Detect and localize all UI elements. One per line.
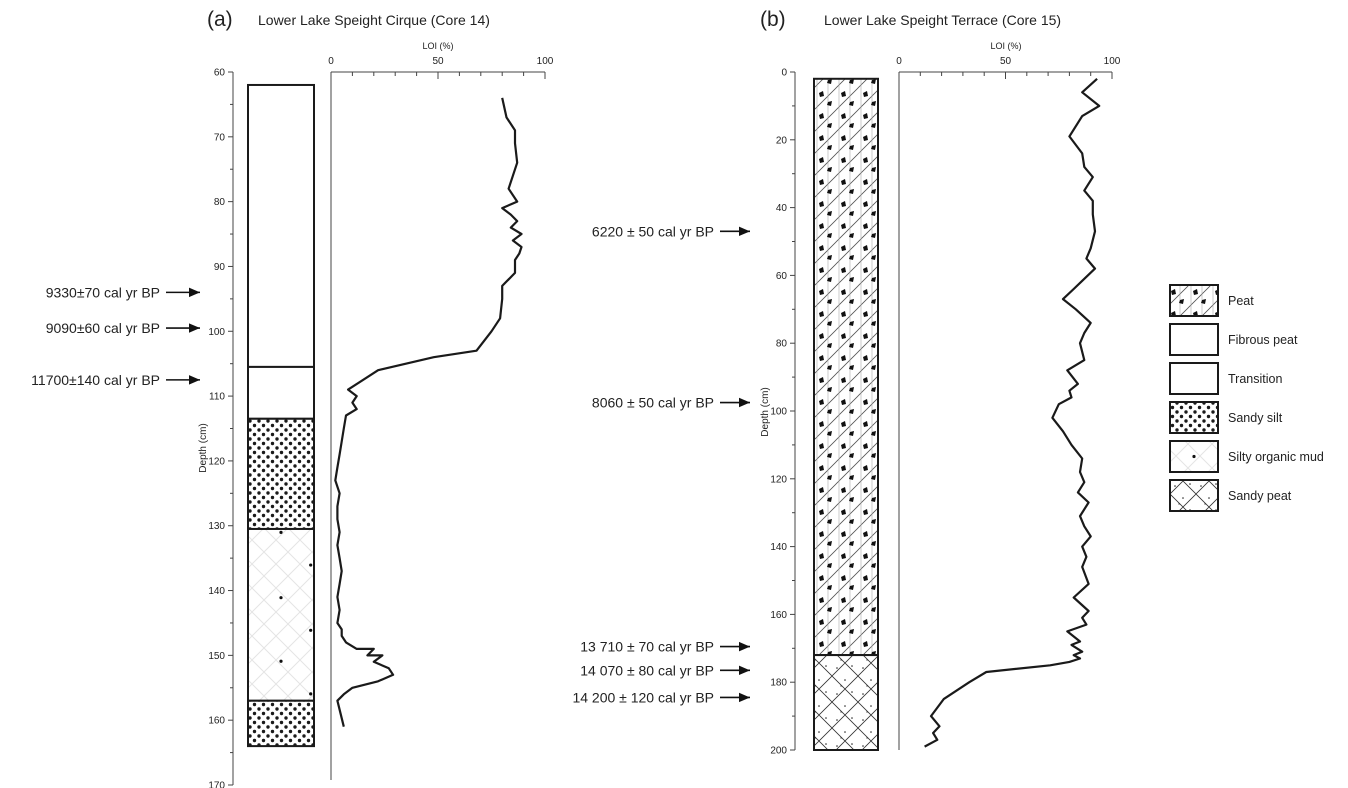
legend-label: Sandy peat [1228,489,1292,503]
panel-b-depth-tick-label: 40 [776,203,788,214]
panel-b-loi-curve [924,77,1101,748]
panel-a-loi-curve [334,97,523,727]
legend-swatch [1169,362,1219,395]
panel-a-unit-silty-organic-mud [247,527,315,702]
panel-a-depth-tick-label: 80 [214,197,226,208]
panel-a-label: (a) [207,8,233,31]
panel-a-depth-tick-label: 90 [214,262,226,273]
panel-a-depth-tick-label: 70 [214,132,226,143]
panel-a-depth-tick-label: 130 [208,521,225,532]
legend-swatch [1169,401,1219,434]
panel-a-mud-grain [279,530,283,535]
panel-a-depth-tick-label: 60 [214,68,226,79]
panel-b-depth-tick-label: 200 [770,746,787,757]
legend: Peat Fibrous peat Transition Sandy silt Silt… [1169,284,1324,512]
legend-label: Sandy silt [1228,411,1283,425]
panel-a-loi-tick-label: 100 [537,56,554,67]
panel-a-depth-tick-label: 120 [208,456,225,467]
panel-b-unit-peat [813,77,879,657]
panel-a-depth-tick-label: 100 [208,327,225,338]
panel-a-mud-grain [279,659,283,663]
panel-b-loi-label: LOI (%) [990,41,1021,51]
panel-a-depth-tick-label: 170 [208,781,225,788]
panel-b-loi-tick-label: 50 [1000,56,1012,67]
panel-b-loi-tick-label: 0 [896,56,902,67]
panel-b-unit-sandy-peat [813,654,879,752]
legend-swatch [1169,323,1219,356]
panel-a-mud-grain [309,692,313,696]
panel-a-unit-fibrous-peat [247,83,315,368]
panel-a-depth-tick-label: 160 [208,716,225,727]
panel-a-date-label: 11700±140 cal yr BP [31,372,160,388]
panel-b-depth-tick-label: 100 [770,407,787,418]
panel-b-depth-tick-label: 140 [770,542,787,553]
panel-a-loi-tick-label: 0 [328,56,334,67]
legend-swatch-dot [1192,454,1196,459]
panel-a-loi-tick-label: 50 [432,56,444,67]
panel-b-date-label: 6220 ± 50 cal yr BP [592,223,714,239]
panel-a-unit-sandy-silt [247,699,315,748]
panel-b-depth-tick-label: 160 [770,610,787,621]
legend-swatch [1169,284,1219,317]
panel-a-loi-label: LOI (%) [422,41,453,51]
panel-b-date-label: 13 710 ± 70 cal yr BP [580,639,714,655]
panel-b-ylabel: Depth (cm) [760,387,771,436]
panel-b-depth-tick-label: 20 [776,135,788,146]
legend-swatch [1169,479,1219,512]
panel-b-label: (b) [760,8,786,31]
panel-b-depth-tick-label: 80 [776,339,788,350]
panel-b-date-label: 8060 ± 50 cal yr BP [592,395,714,411]
panel-b-depth-tick-label: 180 [770,678,787,689]
panel-a-date-label: 9090±60 cal yr BP [46,320,160,336]
panel-a-mud-grain [309,563,313,567]
panel-a-date-label: 9330±70 cal yr BP [46,284,160,300]
panel-b-date-label: 14 070 ± 80 cal yr BP [580,662,714,678]
panel-a-title: Lower Lake Speight Cirque (Core 14) [258,12,490,28]
legend-label: Peat [1228,294,1254,308]
legend-label: Fibrous peat [1228,333,1298,347]
panel-b-depth-tick-label: 120 [770,474,787,485]
panel-a-unit-sandy-silt [247,417,315,530]
panel-a-depth-tick-label: 150 [208,651,225,662]
panel-a-ylabel: Depth (cm) [198,423,209,472]
panel-a-unit-transition [247,365,315,420]
legend-label: Transition [1228,372,1282,386]
panel-b-date-label: 14 200 ± 120 cal yr BP [572,689,714,705]
panel-a-mud-grain [309,628,313,632]
panel-b-depth-tick-label: 60 [776,271,788,282]
panel-b-title: Lower Lake Speight Terrace (Core 15) [824,12,1061,28]
legend-label: Silty organic mud [1228,450,1324,464]
panel-a-depth-tick-label: 140 [208,586,225,597]
panel-b-depth-tick-label: 0 [781,68,787,79]
panel-a-depth-tick-label: 110 [209,392,225,403]
panel-b-loi-tick-label: 100 [1104,56,1121,67]
panel-a-mud-grain [279,596,283,600]
